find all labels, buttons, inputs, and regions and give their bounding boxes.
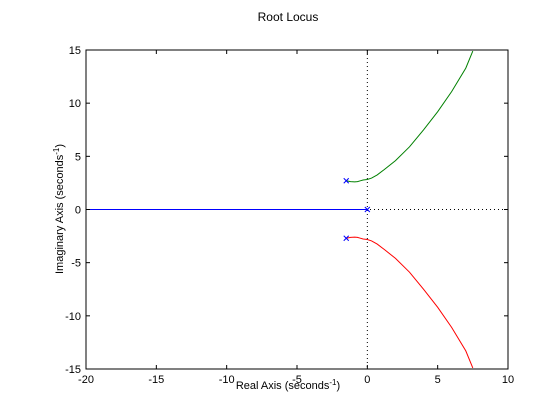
y-tick-label: 5 <box>75 151 81 163</box>
y-tick-label: -15 <box>65 364 81 376</box>
series-branch-upper <box>346 50 474 183</box>
poles-layer <box>343 177 371 242</box>
x-tick-label: -15 <box>148 374 164 386</box>
x-axis-label-close: ) <box>337 380 341 392</box>
x-axis-label-superscript: -1 <box>329 378 337 387</box>
x-tick-label: 0 <box>364 374 370 386</box>
series-branch-lower <box>346 236 474 369</box>
pole-marker-stroke <box>364 206 371 213</box>
series-layer <box>86 50 474 369</box>
y-axis-label: Imaginary Axis (seconds-1) <box>52 144 67 274</box>
x-tick-label: -10 <box>219 374 235 386</box>
x-tick-label: -5 <box>292 374 302 386</box>
y-tick-label: 15 <box>69 45 81 57</box>
x-tick-label: 5 <box>435 374 441 386</box>
x-axis-label: Real Axis (seconds-1) <box>236 378 340 393</box>
y-axis-label-close: ) <box>54 144 66 148</box>
y-axis-label-superscript: -1 <box>52 147 61 155</box>
x-tick-label: -20 <box>78 374 94 386</box>
x-tick-label: 10 <box>502 374 514 386</box>
y-axis-label-main: Imaginary Axis (seconds <box>54 154 66 274</box>
y-tick-label: -5 <box>71 258 81 270</box>
pole-marker-stroke <box>343 177 350 184</box>
y-tick-label: -10 <box>65 311 81 323</box>
x-axis-label-main: Real Axis (seconds <box>236 380 330 392</box>
pole-marker-2 <box>364 206 371 213</box>
pole-marker-0 <box>343 177 350 184</box>
pole-marker-stroke <box>343 235 350 242</box>
pole-marker-1 <box>343 235 350 242</box>
y-tick-label: 0 <box>75 205 81 217</box>
chart-title: Root Locus <box>258 10 319 24</box>
y-tick-label: 10 <box>69 98 81 110</box>
